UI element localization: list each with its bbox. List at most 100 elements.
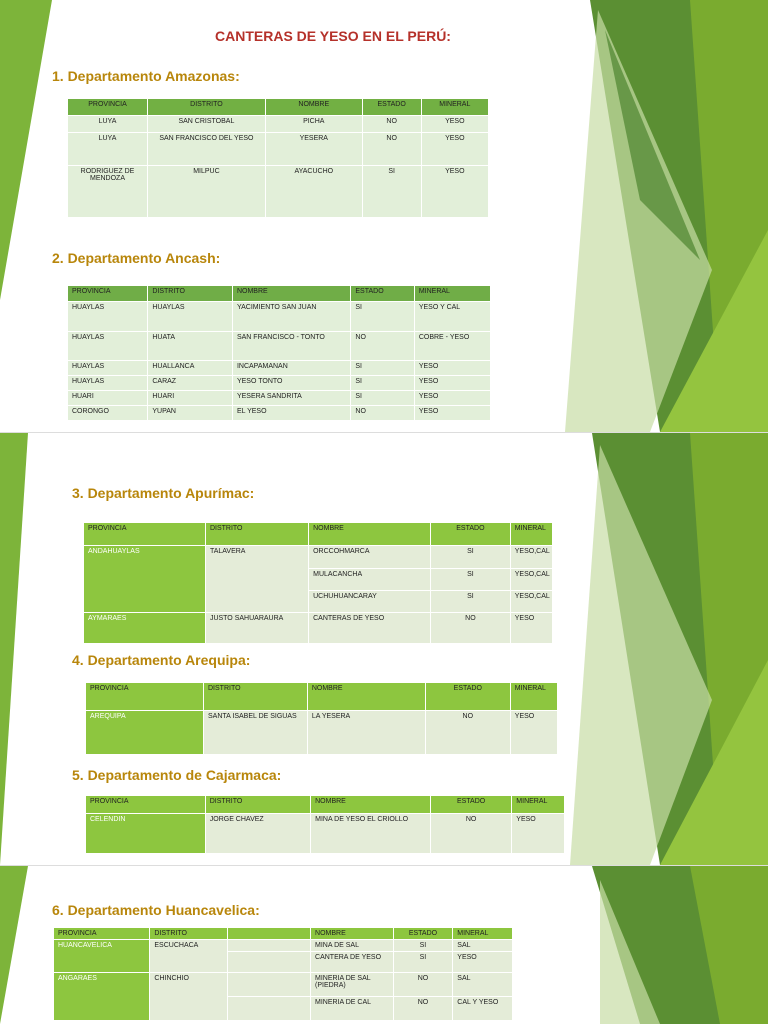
header-cell: ESTADO xyxy=(361,98,422,116)
table-cell: NO xyxy=(350,331,415,361)
table-row: HUAYLAS HUATA SAN FRANCISCO - TONTO NO COBRE… xyxy=(66,331,492,361)
header-cell: DISTRITO xyxy=(149,927,229,940)
table-cell: RODRIGUEZ DE MENDOZA xyxy=(67,165,148,218)
table-cell: CORONGO xyxy=(66,405,149,421)
table-cell: YESO xyxy=(413,390,492,406)
header-cell: DISTRITO xyxy=(147,285,233,302)
table-cell: SI xyxy=(430,568,511,591)
section-heading: 2. Departamento Ancash: xyxy=(52,250,221,266)
table-cell: CHINCHIO xyxy=(149,972,229,1021)
table-row: CELENDIN JORGE CHAVEZ MINA DE YESO EL CRIO… xyxy=(85,813,565,854)
data-table: PROVINCIA DISTRITO NOMBRE ESTADO MINERAL HUAY… xyxy=(66,285,492,421)
table-row: LUYA SAN FRANCISCO DEL YESO YESERA NO YESO xyxy=(67,132,490,166)
header-cell: NOMBRE xyxy=(310,795,431,814)
table-cell xyxy=(227,939,312,952)
table-cell: SI xyxy=(392,939,454,952)
header-cell: PROVINCIA xyxy=(66,285,149,302)
section-heading: 5. Departamento de Cajarmaca: xyxy=(72,767,282,783)
table-cell xyxy=(227,951,312,973)
table-cell: SI xyxy=(350,301,415,332)
header-cell: MINERAL xyxy=(511,795,565,814)
table-row: CANTERA DE YESO SI YESO xyxy=(54,951,513,973)
table-cell: HUALLANCA xyxy=(147,360,233,376)
header-row: PROVINCIA DISTRITO NOMBRE ESTADO MINERAL xyxy=(83,522,554,546)
table-cell: YUPAN xyxy=(147,405,233,421)
table-cell: UCHUHUANCARAY xyxy=(308,590,432,613)
header-cell: MINERAL xyxy=(452,927,513,940)
header-cell: NOMBRE xyxy=(306,682,426,711)
table-cell: MINERIA DE SAL (PIEDRA) xyxy=(310,972,394,997)
data-table: PROVINCIA DISTRITO NOMBRE ESTADO MINERAL CELE… xyxy=(85,795,565,854)
table-cell: SI xyxy=(392,951,454,973)
table-cell: SAN FRANCISCO DEL YESO xyxy=(146,132,266,166)
table-row: MINERIA DE CAL NO CAL Y YESO xyxy=(54,996,513,1021)
table-cell: YESO xyxy=(509,710,559,755)
table-cell: COBRE - YESO xyxy=(413,331,492,361)
table-cell: CANTERAS DE YESO xyxy=(308,612,432,644)
table-cell: MILPUC xyxy=(146,165,266,218)
header-cell: ESTADO xyxy=(424,682,511,711)
table-cell: NO xyxy=(392,996,454,1021)
table-cell: ORCCOHMARCA xyxy=(308,545,432,569)
header-cell: MINERAL xyxy=(509,522,554,546)
table-cell: SAN CRISTOBAL xyxy=(146,115,266,133)
table-cell xyxy=(227,972,312,997)
table-row: ANDAHUAYLAS TALAVERA ORCCOHMARCA SI YESO,CAL xyxy=(83,545,554,613)
table-cell: YESERA xyxy=(264,132,363,166)
section-heading: 6. Departamento Huancavelica: xyxy=(52,902,260,918)
table-cell: YESO xyxy=(413,360,492,376)
header-cell: NOMBRE xyxy=(264,98,363,116)
table-cell: SI xyxy=(350,375,415,391)
table-cell: NO xyxy=(350,405,415,421)
data-table: PROVINCIA DISTRITO NOMBRE ESTADO MINERAL LUYA… xyxy=(67,98,490,218)
table-cell: CELENDIN xyxy=(85,813,206,854)
header-cell: ESTADO xyxy=(392,927,454,940)
table-cell: LUYA xyxy=(67,132,148,166)
table-cell: HUAYLAS xyxy=(66,360,149,376)
table-cell: SAL xyxy=(452,939,513,952)
header-cell: PROVINCIA xyxy=(83,522,206,546)
table-cell: NO xyxy=(429,813,513,854)
table-cell: CANTERA DE YESO xyxy=(310,951,394,973)
header-row: PROVINCIA DISTRITO NOMBRE ESTADO MINERAL xyxy=(85,795,565,814)
table-row: HUAYLAS HUAYLAS YACIMIENTO SAN JUAN SI YESO … xyxy=(66,301,492,332)
header-cell: DISTRITO xyxy=(204,522,310,546)
table-cell: SI xyxy=(361,165,422,218)
table-cell: YESERA SANDRITA xyxy=(231,390,352,406)
table-cell: NO xyxy=(424,710,511,755)
table-cell: NO xyxy=(392,972,454,997)
table-cell: TALAVERA xyxy=(204,545,310,613)
table-cell: YESO,CAL xyxy=(509,545,554,569)
table-row: LUYA SAN CRISTOBAL PICHA NO YESO xyxy=(67,115,490,133)
table-cell: MINERIA DE CAL xyxy=(310,996,394,1021)
table-row: MULACANCHA SI YESO,CAL xyxy=(84,568,554,591)
header-cell: NOMBRE xyxy=(308,522,432,546)
table-cell: JORGE CHAVEZ xyxy=(204,813,312,854)
table-cell: NO xyxy=(361,115,422,133)
header-cell: PROVINCIA xyxy=(67,98,148,116)
header-cell: DISTRITO xyxy=(204,795,312,814)
table-cell: HUAYLAS xyxy=(66,375,149,391)
table-cell: MULACANCHA xyxy=(308,568,432,591)
data-table: PROVINCIA DISTRITO NOMBRE ESTADO MINERAL AREQ… xyxy=(85,682,559,755)
header-cell: NOMBRE xyxy=(310,927,394,940)
table-row: HUARI HUARI YESERA SANDRITA SI YESO xyxy=(66,390,492,406)
slide-2-deco xyxy=(0,433,768,865)
table-row: ANGARAES CHINCHIO MINERIA DE SAL (PIEDRA) N… xyxy=(52,972,513,1021)
table-cell: ANDAHUAYLAS xyxy=(83,545,206,613)
table-cell: SI xyxy=(350,360,415,376)
table-row: AREQUIPA SANTA ISABEL DE SIGUAS LA YESERA N… xyxy=(85,710,559,755)
header-cell: MINERAL xyxy=(509,682,559,711)
section-heading: 1. Departamento Amazonas: xyxy=(52,68,240,84)
table-cell: HUANCAVELICA xyxy=(52,939,151,973)
table-cell: JUSTO SAHUARAURA xyxy=(204,612,310,644)
table-cell: YESO xyxy=(413,375,492,391)
table-cell: YESO,CAL xyxy=(509,568,554,591)
table-cell: HUARI xyxy=(66,390,149,406)
header-cell: ESTADO xyxy=(429,795,513,814)
header-row: PROVINCIA DISTRITO NOMBRE ESTADO MINERAL xyxy=(67,98,490,116)
table-cell: LA YESERA xyxy=(306,710,426,755)
table-cell: LUYA xyxy=(67,115,148,133)
table-cell: PICHA xyxy=(264,115,363,133)
table-cell: ANGARAES xyxy=(52,972,151,1021)
